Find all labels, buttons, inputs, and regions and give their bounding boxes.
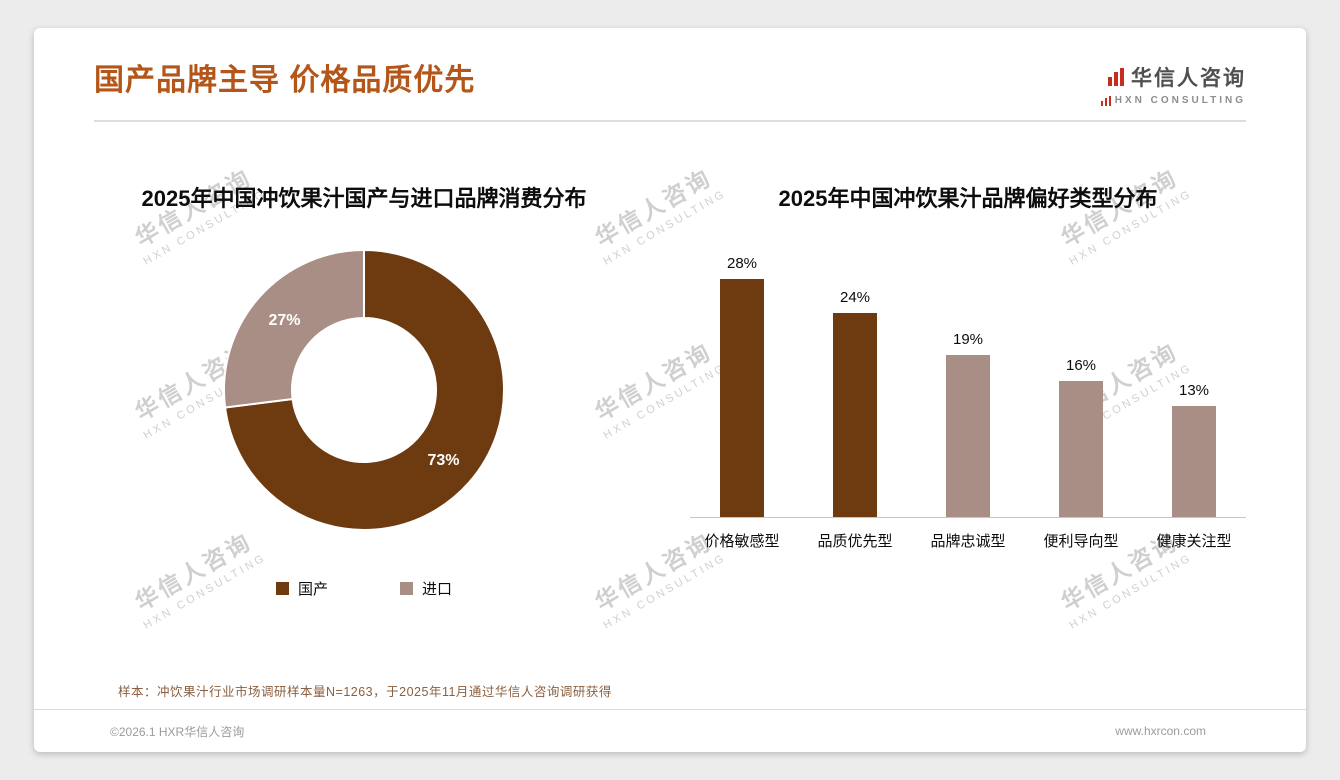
donut-value-label: 73% [427, 452, 459, 469]
legend-label: 国产 [297, 581, 328, 598]
legend-item: 进口 [400, 578, 452, 599]
footer-url: www.hxrcon.com [1115, 724, 1206, 738]
bar-category-label: 品质优先型 [817, 533, 893, 550]
bar-column: 19% [918, 331, 1018, 517]
bar-0 [720, 279, 764, 517]
bars-row: 28% 24% 19% 16% 13% [690, 248, 1246, 518]
donut-chart-title: 2025年中国冲饮果汁国产与进口品牌消费分布 [141, 186, 587, 211]
logo-bars-small-icon [1100, 95, 1111, 106]
donut-svg: 73% 27% [223, 248, 505, 531]
brand-name: 华信人咨询 [1131, 67, 1246, 90]
donut-legend: 国产 进口 [94, 578, 634, 599]
bar-value-label: 28% [726, 255, 758, 272]
bar-value-label: 24% [839, 289, 871, 306]
bar-2 [946, 355, 990, 517]
slide-footer: ©2026.1 HXR华信人咨询 www.hxrcon.com [34, 709, 1306, 752]
legend-swatch-icon [400, 582, 413, 595]
donut-chart-section: 2025年中国冲饮果汁国产与进口品牌消费分布 73% 27% 国产 进口 [94, 184, 634, 599]
page-title: 国产品牌主导 价格品质优先 [94, 64, 476, 97]
donut-segment-1 [223, 248, 365, 409]
title-divider [94, 120, 1246, 122]
bar-category-label: 便利导向型 [1043, 533, 1119, 550]
sample-footnote: 样本：冲饮果汁行业市场调研样本量N=1263，于2025年11月通过华信人咨询调… [118, 685, 612, 699]
bar-category-label: 健康关注型 [1156, 533, 1232, 550]
bar-chart-section: 2025年中国冲饮果汁品牌偏好类型分布 28% 24% 19% 16% 13% 价格敏感… [634, 184, 1246, 599]
bar-chart-title: 2025年中国冲饮果汁品牌偏好类型分布 [778, 186, 1158, 211]
footer-copyright: ©2026.1 HXR华信人咨询 [110, 724, 245, 739]
brand-logo-top: 华信人咨询 [1101, 62, 1246, 92]
bar-category-label: 价格敏感型 [704, 533, 780, 550]
bar-3 [1059, 381, 1103, 517]
bar-4 [1172, 406, 1216, 517]
logo-bars-icon [1108, 68, 1124, 86]
brand-subtitle: HXN CONSULTING [1114, 95, 1246, 106]
donut-value-label: 27% [268, 312, 300, 329]
legend-label: 进口 [422, 581, 453, 598]
brand-subtitle-row: HXN CONSULTING [1100, 95, 1246, 106]
legend-item: 国产 [275, 578, 328, 599]
legend-swatch-icon [275, 582, 289, 595]
slide-content: 国产品牌主导 价格品质优先 华信人咨询 HXN CONSULTING 2025年… [34, 28, 1306, 752]
bar-categories-row: 价格敏感型 品质优先型 品牌忠诚型 便利导向型 健康关注型 [690, 530, 1246, 551]
bar-category-label: 品牌忠诚型 [930, 533, 1006, 550]
bar-value-label: 19% [952, 331, 984, 348]
bar-column: 16% [1031, 357, 1131, 517]
slide-card: 华信人咨询 HXN CONSULTING 华信人咨询 HXN CONSULTING 华信… [34, 28, 1306, 752]
bar-value-label: 13% [1178, 382, 1210, 399]
donut-segment-0 [223, 248, 505, 531]
bar-column: 13% [1144, 382, 1244, 517]
bar-value-label: 16% [1065, 357, 1097, 374]
brand-logo: 华信人咨询 HXN CONSULTING [1100, 62, 1246, 106]
bar-column: 28% [692, 255, 792, 517]
charts-row: 2025年中国冲饮果汁国产与进口品牌消费分布 73% 27% 国产 进口 2025年… [34, 184, 1306, 599]
bar-chart: 28% 24% 19% 16% 13% 价格敏感型 品质优先型 品牌忠诚型 便利导向型 健康关注… [690, 248, 1246, 551]
bar-column: 24% [805, 289, 905, 517]
donut-chart-wrap: 73% 27% [94, 240, 634, 540]
slide-header: 国产品牌主导 价格品质优先 华信人咨询 HXN CONSULTING [34, 28, 1306, 106]
bar-1 [833, 313, 877, 517]
